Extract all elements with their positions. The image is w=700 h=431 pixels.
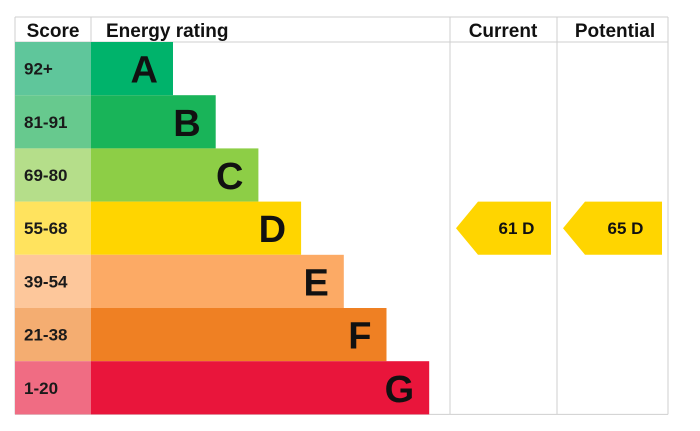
score-cell-f	[15, 308, 91, 362]
rating-letter-c: C	[216, 156, 243, 198]
rating-bands: 92+ A 81-91 B 69-80 C 55-68 D 39-54 E 21-38 F 1-20 G	[15, 42, 430, 415]
current-header: Current	[469, 21, 538, 42]
score-label-b: 81-91	[24, 113, 67, 132]
rating-letter-d: D	[259, 209, 286, 251]
rating-bar-f	[91, 308, 387, 362]
current-arrow-label: 61 D	[499, 219, 535, 238]
score-label-f: 21-38	[24, 326, 67, 345]
column-headers: Score Energy rating Current Potential	[27, 21, 656, 42]
rating-bar-g	[91, 361, 430, 415]
rating-arrows: 61 D 65 D	[456, 201, 662, 255]
score-cell-b	[15, 95, 91, 149]
rating-bar-c	[91, 148, 259, 202]
score-cell-c	[15, 148, 91, 202]
score-label-d: 55-68	[24, 219, 67, 238]
rating-bar-e	[91, 254, 344, 308]
potential-header: Potential	[575, 21, 655, 42]
score-cell-a	[15, 42, 91, 96]
rating-letter-e: E	[303, 262, 328, 304]
potential-arrow	[563, 201, 662, 255]
potential-arrow-label: 65 D	[608, 219, 644, 238]
rating-letter-f: F	[348, 316, 371, 358]
rating-bar-b	[91, 95, 216, 149]
rating-letter-b: B	[173, 103, 200, 145]
score-cell-e	[15, 254, 91, 308]
score-cell-d	[15, 201, 91, 255]
score-header: Score	[27, 21, 80, 42]
score-label-a: 92+	[24, 60, 53, 79]
rating-letter-a: A	[131, 50, 158, 92]
rating-bar-d	[91, 201, 302, 255]
score-label-c: 69-80	[24, 166, 67, 185]
score-label-g: 1-20	[24, 379, 58, 398]
rating-bar-a	[91, 42, 173, 96]
energy-rating-header: Energy rating	[106, 21, 228, 42]
current-arrow	[456, 201, 551, 255]
score-cell-g	[15, 361, 91, 415]
score-label-e: 39-54	[24, 272, 68, 291]
rating-letter-g: G	[385, 369, 415, 411]
